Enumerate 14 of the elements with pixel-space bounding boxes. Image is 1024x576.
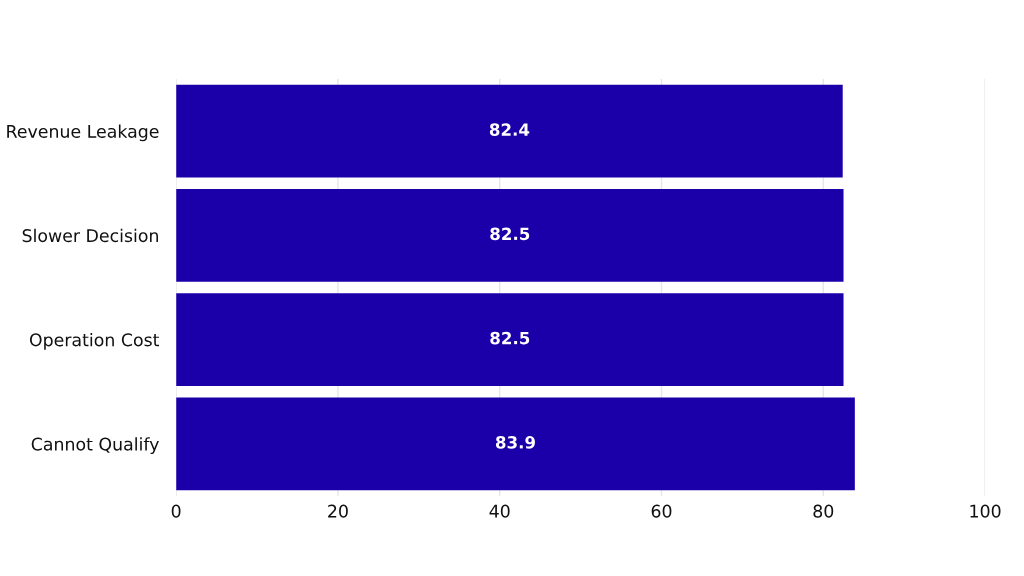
y-tick-label: Operation Cost: [29, 332, 160, 350]
x-tick-label: 0: [171, 504, 181, 518]
data-label: 82.5: [490, 331, 530, 345]
y-tick-label: Slower Decision: [22, 228, 158, 243]
data-label: 83.9: [495, 436, 535, 449]
y-tick-label: Cannot Qualify: [31, 437, 159, 455]
data-label: 82.4: [489, 123, 530, 136]
x-tick-label: 60: [651, 504, 672, 518]
x-tick-label: 100: [970, 504, 1001, 518]
y-tick-label: Revenue Leakage: [7, 124, 159, 142]
x-tick-label: 40: [489, 504, 510, 518]
data-label: 82.5: [490, 227, 530, 241]
x-tick-label: 20: [328, 504, 348, 518]
x-tick-label: 80: [813, 504, 834, 518]
